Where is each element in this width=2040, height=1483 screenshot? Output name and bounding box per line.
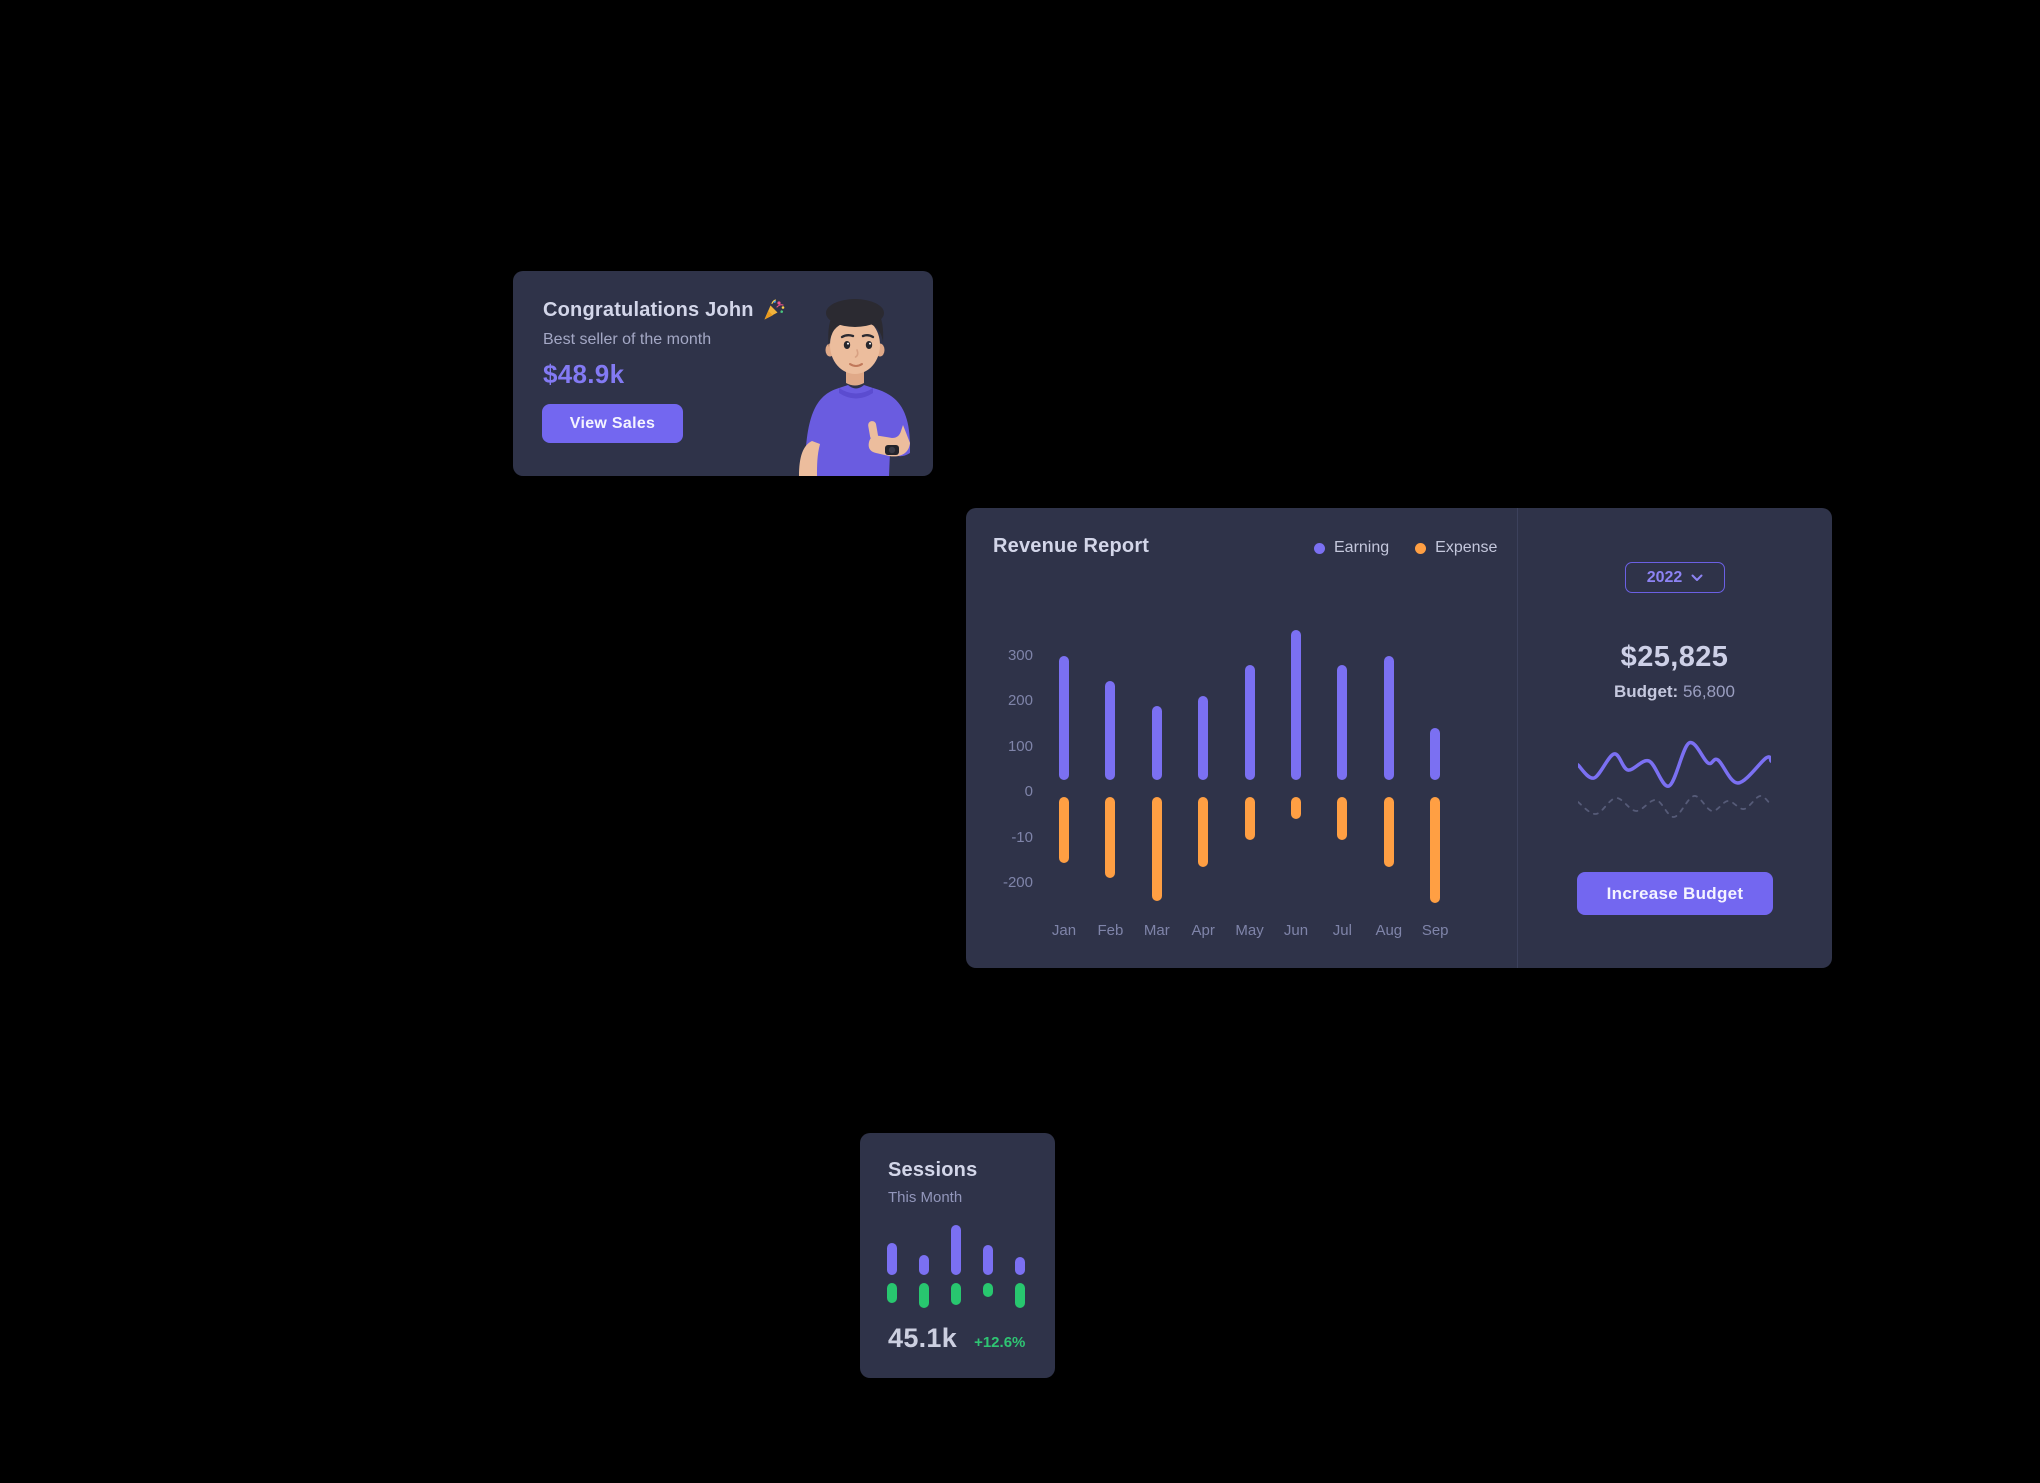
- y-axis-tick: -200: [1002, 874, 1033, 891]
- x-axis-label: Jun: [1283, 922, 1309, 939]
- party-popper-icon: [764, 299, 784, 320]
- expense-bar: [1198, 797, 1209, 868]
- y-axis-tick: 0: [1024, 783, 1033, 800]
- sessions-footer: 45.1k +12.6%: [888, 1323, 1025, 1354]
- budget-line: Budget: 56,800: [1517, 682, 1832, 702]
- sessions-title: Sessions: [888, 1159, 978, 1181]
- sessions-lower-bar: [983, 1283, 993, 1297]
- congrats-title: Congratulations John: [543, 298, 786, 322]
- earning-bar: [1198, 696, 1209, 780]
- congrats-amount: $48.9k: [543, 359, 625, 389]
- budget-sparkline-chart: [1578, 740, 1771, 818]
- x-axis-label: Mar: [1143, 922, 1170, 939]
- earning-bar: [1430, 728, 1441, 780]
- x-axis-label: Sep: [1421, 922, 1449, 939]
- budget-panel: 2022 $25,825 Budget: 56,800 Increase Bud…: [1517, 508, 1832, 968]
- x-axis-label: May: [1235, 922, 1264, 939]
- expense-bar: [1430, 797, 1441, 904]
- congrats-subtitle: Best seller of the month: [543, 331, 712, 348]
- expense-bar: [1383, 797, 1394, 868]
- x-axis-label: Jul: [1332, 922, 1352, 939]
- earning-bar: [1337, 664, 1348, 780]
- chart-legend: Earning Expense: [1314, 539, 1497, 557]
- sessions-lower-bar: [1015, 1283, 1025, 1308]
- earning-bar: [1151, 705, 1162, 780]
- actual-solid-line: [1578, 740, 1771, 788]
- budget-label: Budget:: [1614, 682, 1679, 701]
- legend-label-earning: Earning: [1334, 539, 1390, 556]
- sessions-card: Sessions This Month 45.1k +12.6%: [860, 1133, 1055, 1378]
- x-axis-label: Jan: [1051, 922, 1077, 939]
- x-axis-label: Apr: [1191, 922, 1215, 939]
- earning-bar: [1383, 655, 1394, 780]
- vertical-divider: [1517, 508, 1518, 968]
- sessions-upper-bar: [951, 1225, 961, 1275]
- increase-budget-button[interactable]: Increase Budget: [1577, 872, 1773, 915]
- legend-item-earning: Earning: [1314, 539, 1389, 557]
- budget-dashed-line: [1578, 795, 1771, 818]
- avatar-illustration: [799, 299, 910, 476]
- expense-bar: [1059, 797, 1069, 863]
- earning-bar: [1105, 680, 1116, 780]
- expense-bar: [1151, 797, 1162, 902]
- sessions-upper-bar: [919, 1255, 929, 1275]
- sessions-lower-bar: [919, 1283, 929, 1308]
- x-axis-label: Aug: [1375, 922, 1403, 939]
- expense-bar: [1291, 797, 1301, 820]
- sessions-lower-bar: [887, 1283, 897, 1303]
- congrats-title-text: Congratulations John: [543, 298, 754, 321]
- expense-bar: [1244, 797, 1255, 840]
- sessions-subtitle: This Month: [888, 1189, 963, 1206]
- sessions-total: 45.1k: [888, 1323, 958, 1353]
- expense-bar: [1337, 797, 1348, 840]
- x-axis-label: Feb: [1097, 922, 1124, 939]
- view-sales-button[interactable]: View Sales: [542, 404, 683, 443]
- sessions-upper-bar: [1015, 1257, 1025, 1275]
- legend-label-expense: Expense: [1435, 539, 1498, 556]
- sessions-change-badge: +12.6%: [974, 1334, 1026, 1351]
- y-axis-tick: 100: [1007, 737, 1033, 755]
- revenue-bar-chart: 300 200 100 0 -10 -200 Jan Feb Mar Apr May Jun Jul Au…: [966, 508, 1517, 968]
- revenue-amount: $25,825: [1620, 641, 1729, 673]
- y-axis-tick: 300: [1007, 646, 1033, 664]
- revenue-report-card: Revenue Report Earning Expense 300 200 100…: [966, 508, 1832, 968]
- sessions-upper-bar: [887, 1243, 897, 1275]
- legend-item-expense: Expense: [1415, 539, 1497, 557]
- sessions-upper-bar: [983, 1245, 993, 1275]
- budget-value: 56,800: [1682, 682, 1735, 701]
- expense-bar: [1105, 797, 1116, 879]
- year-dropdown[interactable]: 2022: [1625, 562, 1725, 593]
- y-axis-tick: 200: [1007, 692, 1033, 709]
- chevron-down-icon: [1691, 574, 1703, 581]
- earning-bar: [1291, 630, 1301, 780]
- earning-bar: [1244, 664, 1255, 780]
- earning-bar: [1059, 655, 1069, 780]
- congratulations-card: Congratulations John Best seller of the …: [513, 271, 933, 476]
- year-dropdown-value: 2022: [1646, 568, 1683, 586]
- sessions-bar-chart: [860, 1133, 1055, 1378]
- earning-dot-icon: [1314, 542, 1325, 554]
- expense-dot-icon: [1415, 542, 1427, 554]
- revenue-title: Revenue Report: [993, 535, 1150, 557]
- y-axis-tick: -10: [1011, 828, 1033, 846]
- sessions-lower-bar: [951, 1283, 961, 1305]
